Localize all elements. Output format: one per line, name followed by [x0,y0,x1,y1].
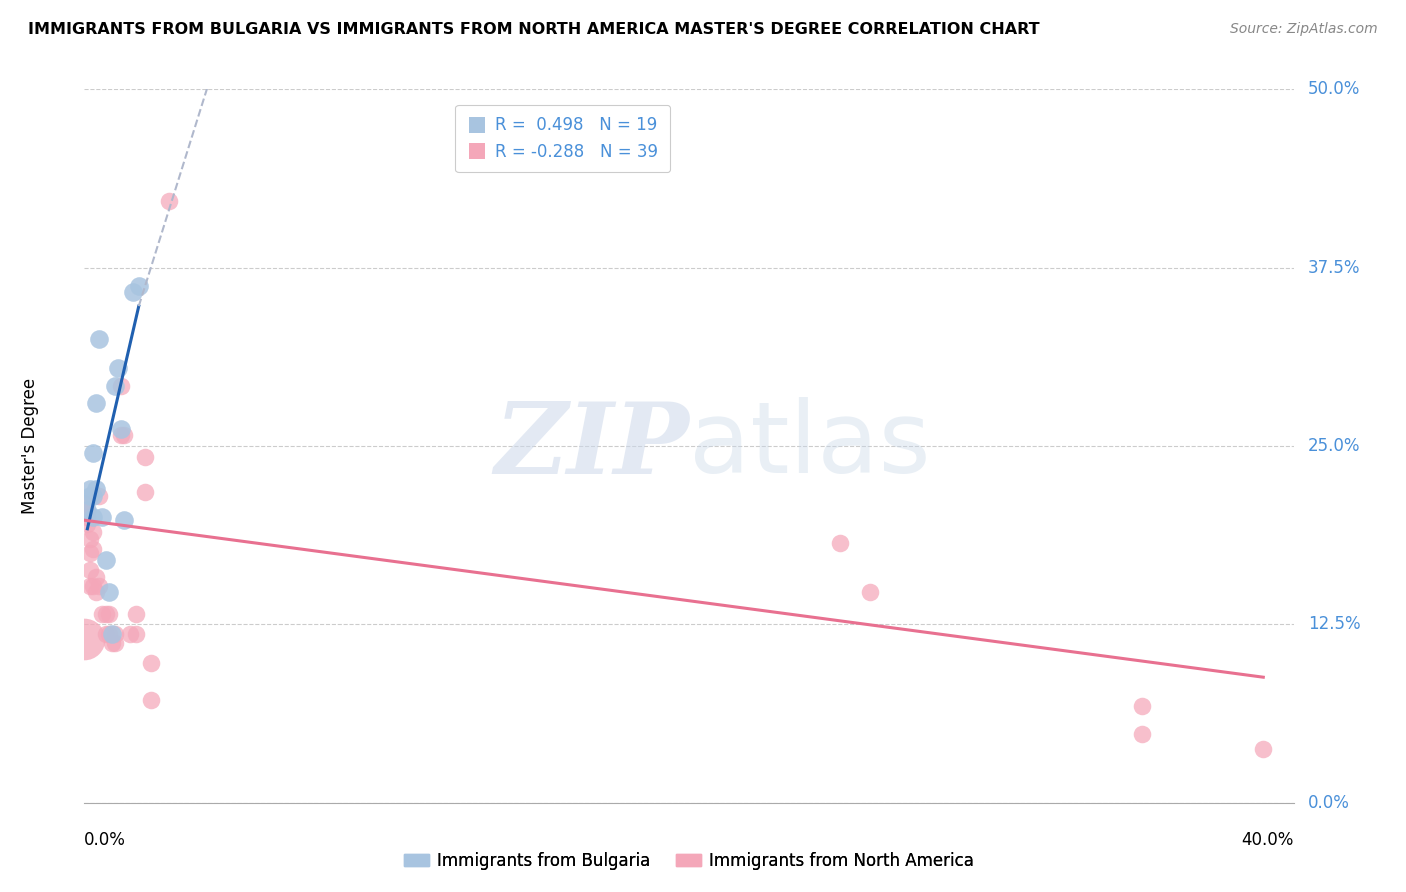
Point [79,482,101,496]
Point [82,489,104,503]
Point [97,627,120,641]
Point [86,584,108,599]
Point [82,541,104,556]
Text: 0.0%: 0.0% [1308,794,1350,812]
Text: 0.0%: 0.0% [84,831,127,849]
Point [100,627,122,641]
Point [1130,698,1153,713]
Point [97,584,120,599]
Point [118,627,141,641]
Point [112,513,135,527]
Point [1251,741,1274,756]
Point [134,484,156,499]
Point [134,450,156,465]
Point [82,510,104,524]
Point [112,427,135,442]
Point [89,579,111,593]
Point [76,503,98,517]
Text: ZIP: ZIP [494,398,689,494]
Point [125,607,148,622]
Point [104,627,127,641]
Point [79,563,101,577]
Point [91,607,114,622]
Point [73,632,96,646]
Point [94,553,117,567]
Text: 37.5%: 37.5% [1308,259,1361,277]
Point [82,446,104,460]
Point [110,422,132,436]
Point [110,427,132,442]
Text: 25.0%: 25.0% [1308,437,1361,455]
Point [76,517,98,532]
Point [86,396,108,410]
Point [76,503,98,517]
Point [86,570,108,584]
Point [1130,727,1153,741]
Point [76,510,98,524]
Point [157,194,180,208]
Point [104,636,127,650]
Point [859,584,882,599]
Point [110,379,132,393]
Text: Source: ZipAtlas.com: Source: ZipAtlas.com [1230,22,1378,37]
Text: Master's Degree: Master's Degree [21,378,39,514]
Point [86,482,108,496]
Point [139,693,162,707]
Point [89,332,111,346]
Text: 12.5%: 12.5% [1308,615,1361,633]
Point [139,656,162,670]
Point [79,489,101,503]
Point [125,627,148,641]
Point [82,579,104,593]
Text: atlas: atlas [689,398,931,494]
Point [79,546,101,560]
Point [79,579,101,593]
Point [94,627,117,641]
Text: 50.0%: 50.0% [1308,80,1361,98]
Point [91,510,114,524]
Point [128,279,150,293]
Point [104,379,127,393]
Text: 40.0%: 40.0% [1241,831,1294,849]
Point [79,532,101,546]
Point [89,489,111,503]
Point [100,636,122,650]
Point [82,524,104,539]
Point [830,536,852,550]
Text: IMMIGRANTS FROM BULGARIA VS IMMIGRANTS FROM NORTH AMERICA MASTER'S DEGREE CORREL: IMMIGRANTS FROM BULGARIA VS IMMIGRANTS F… [28,22,1040,37]
Point [121,285,143,299]
Point [107,360,129,375]
Legend: Immigrants from Bulgaria, Immigrants from North America: Immigrants from Bulgaria, Immigrants fro… [398,846,980,877]
Point [97,607,120,622]
Point [94,607,117,622]
Point [73,496,96,510]
